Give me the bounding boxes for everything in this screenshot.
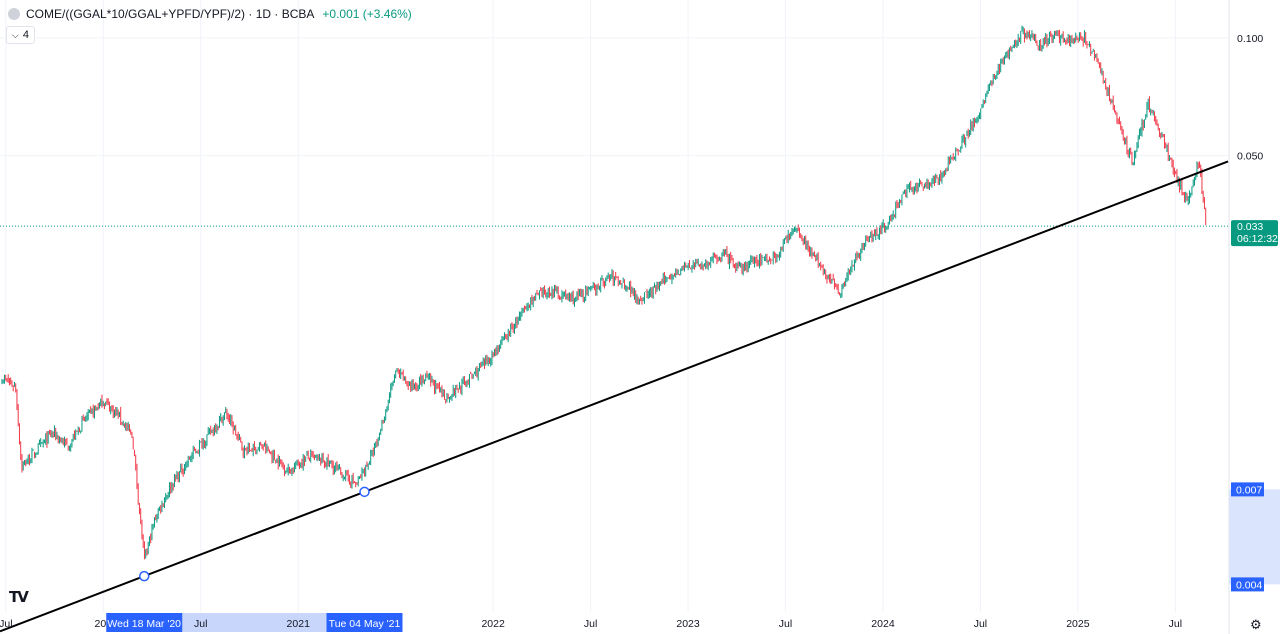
price-range-badge: 0.007 [1231,482,1264,497]
countdown-label: 06:12:32 [1237,233,1278,245]
trend-line [0,160,1229,633]
indicators-toggle-button[interactable]: ⌵ 4 [6,26,35,44]
chart-grid [0,0,1230,634]
price-axis: 0.100 0.050 [1237,33,1263,163]
price-axis-label: 0.100 [1237,33,1263,45]
chevron-down-icon: ⌵ [12,29,19,40]
candlestick-series [1,25,1207,560]
time-axis-label: Jul [0,618,13,630]
measure-range-shade [1229,489,1280,585]
time-axis-label: 2022 [481,618,505,630]
time-axis-label: 2024 [871,618,895,630]
date-badge: Wed 18 Mar '20 [106,613,183,632]
time-axis-label: Jul [779,618,792,630]
symbol-logo-icon [8,8,20,20]
price-range-label: 0.007 [1236,484,1262,496]
current-price-tag: 0.033 06:12:32 [1231,220,1278,247]
trend-anchor-point[interactable] [359,486,370,498]
date-badge: Tue 04 May '21 [326,613,403,632]
date-badge-label: Tue 04 May '21 [329,618,401,630]
time-axis-label: Jul [1169,618,1182,630]
time-axis-label: Jul [974,618,987,630]
gear-icon[interactable]: ⚙ [1250,617,1262,632]
time-range-shade [144,613,365,632]
time-axis: Jul 202 Jul 2021 2022 Jul 2023 Jul 2024 Jul 2025 Ju… [0,618,1182,630]
price-range-badge: 0.004 [1231,577,1264,592]
time-axis-label: Jul [584,618,597,630]
indicator-count: 4 [22,29,29,41]
time-axis-label: 2025 [1066,618,1090,630]
price-range-fill [1229,489,1280,585]
time-axis-label: 2023 [676,618,700,630]
tradingview-logo-icon[interactable]: TV [9,588,29,606]
current-price-label: 0.033 [1237,221,1263,233]
time-axis-label: Jul [194,618,207,630]
symbol-legend[interactable]: COME/((GGAL*10/GGAL+YPFD/YPF)/2) · 1D · … [8,6,412,22]
time-axis-label: 2021 [287,618,311,630]
price-change: +0.001 (+3.46%) [322,7,412,21]
date-badge-label: Wed 18 Mar '20 [107,618,181,630]
symbol-title: COME/((GGAL*10/GGAL+YPFD/YPF)/2) · 1D · … [26,7,315,21]
price-range-label: 0.004 [1236,579,1262,591]
price-axis-label: 0.050 [1237,151,1263,163]
trend-anchor-point[interactable] [138,570,150,582]
